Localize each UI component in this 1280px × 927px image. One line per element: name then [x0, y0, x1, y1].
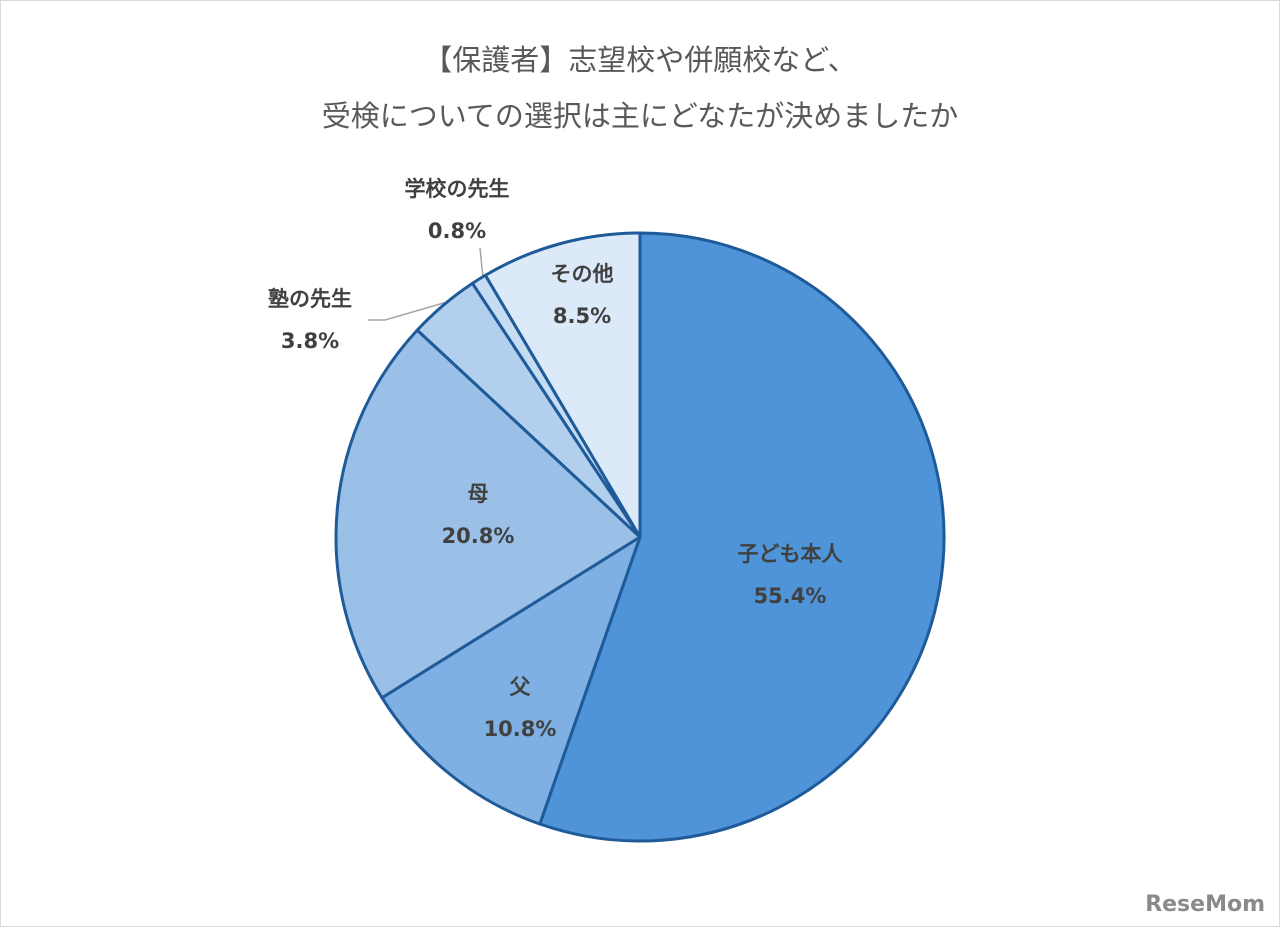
slice-label: 父 — [510, 675, 532, 699]
slice-label: 学校の先生 — [405, 177, 510, 201]
pie-slice — [483, 231, 642, 539]
watermark: ReseMom — [1145, 892, 1265, 917]
slice-label: 塾の先生 — [268, 287, 352, 311]
value-label: 0.8% — [428, 219, 486, 243]
chart-title: 【保護者】志望校や併願校など、 — [423, 43, 857, 77]
chart-title: 受検についての選択は主にどなたが決めましたか — [322, 99, 959, 133]
slice-label: 子ども本人 — [738, 542, 843, 566]
value-label: 55.4% — [754, 584, 827, 608]
leader-line — [368, 301, 448, 321]
value-label: 10.8% — [484, 717, 557, 741]
leader-line — [479, 247, 484, 279]
slice-label: 母 — [468, 482, 489, 506]
value-label: 3.8% — [281, 329, 339, 353]
slice-label: その他 — [551, 262, 614, 286]
value-label: 20.8% — [442, 524, 515, 548]
value-label: 8.5% — [553, 304, 611, 328]
pie-slice — [380, 535, 642, 826]
pie-slice — [334, 328, 642, 700]
